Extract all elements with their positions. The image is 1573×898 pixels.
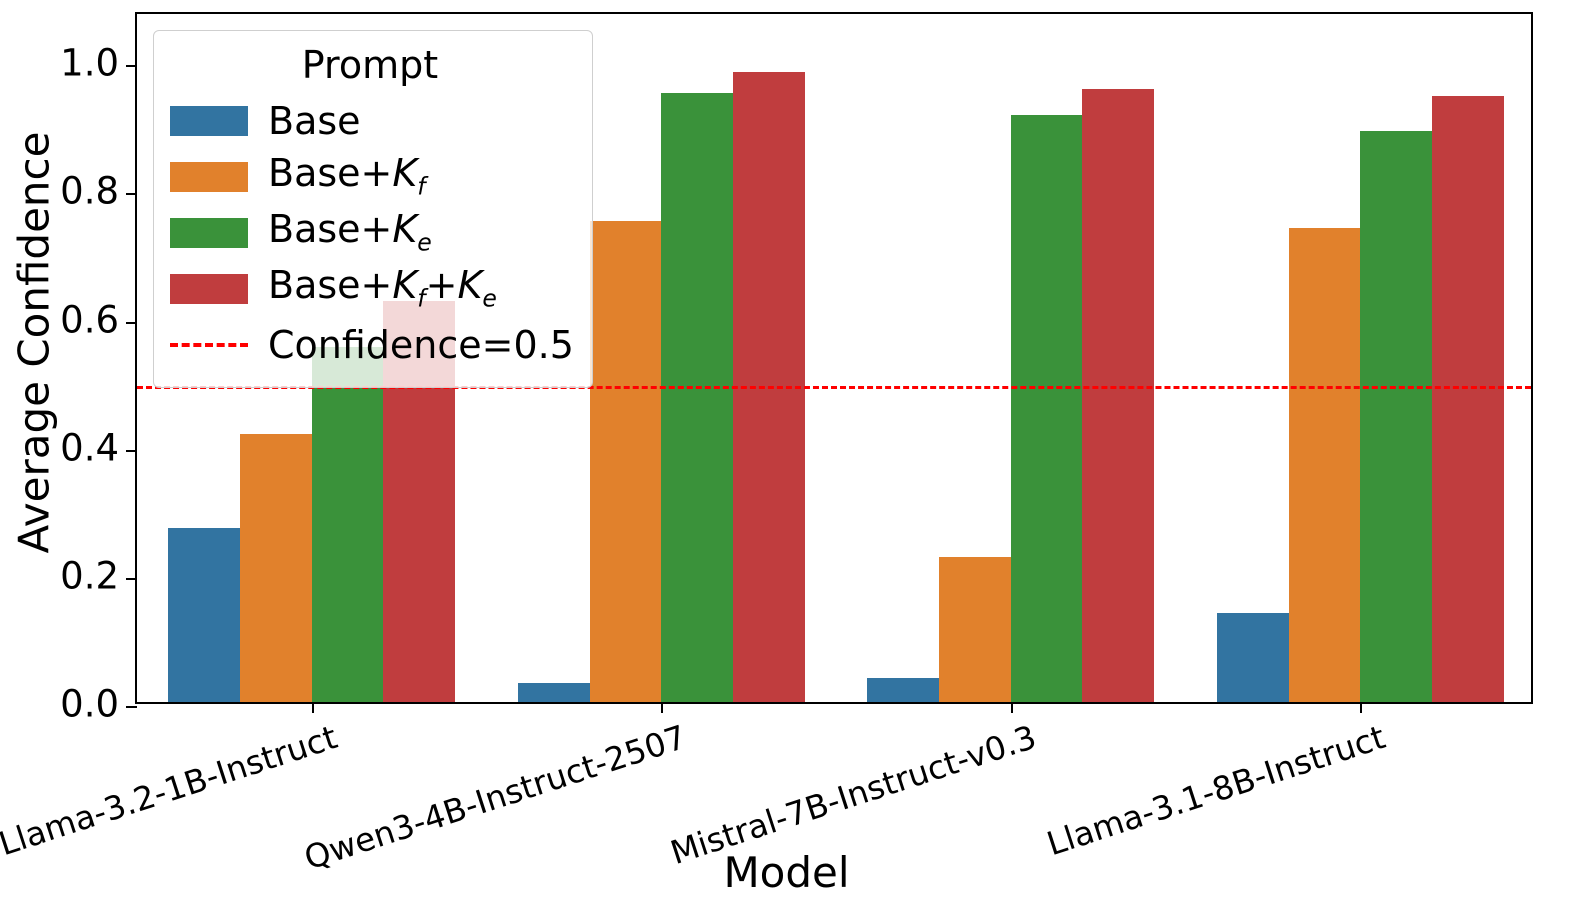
y-tick-mark xyxy=(126,706,137,708)
bar xyxy=(589,221,662,702)
legend-item-label: Base+Kf+Ke xyxy=(268,263,497,314)
x-tick-mark xyxy=(311,702,314,713)
x-tick-mark xyxy=(661,702,664,713)
legend-item-label: Base+Kf xyxy=(268,151,426,202)
bar xyxy=(661,92,733,702)
y-tick-label: 0.2 xyxy=(60,554,119,598)
y-axis-tick-labels: 0.0 0.2 0.4 0.6 0.8 1.0 xyxy=(0,0,135,723)
bar-group xyxy=(1186,14,1532,702)
bars-layer xyxy=(137,14,1531,702)
legend: Prompt Base Base+Kf Base+Ke Base+Kf+Ke Confi… xyxy=(153,30,593,388)
legend-item[interactable]: Confidence=0.5 xyxy=(170,317,574,373)
legend-title: Prompt xyxy=(301,43,439,87)
y-tick-label: 0.8 xyxy=(60,169,119,213)
bar xyxy=(1216,612,1289,702)
bar xyxy=(168,527,241,702)
y-tick-label: 0.4 xyxy=(60,426,119,470)
legend-color-swatch-icon xyxy=(170,274,248,304)
x-axis-title: Model xyxy=(723,848,850,897)
bar-group xyxy=(137,14,487,702)
legend-item-label: Confidence=0.5 xyxy=(268,323,574,367)
legend-dashed-line-icon xyxy=(170,343,248,347)
y-axis-title: Average Confidence xyxy=(9,131,59,554)
y-tick-mark xyxy=(126,193,137,196)
legend-item-label: Base+Ke xyxy=(268,207,432,258)
y-tick-label: 1.0 xyxy=(60,41,119,85)
y-tick-mark xyxy=(126,321,137,324)
bar xyxy=(1010,115,1083,702)
bar xyxy=(311,347,384,702)
x-tick-mark xyxy=(1010,702,1013,713)
legend-item[interactable]: Base+Kf+Ke xyxy=(170,261,574,317)
bar xyxy=(939,557,1011,702)
confidence-threshold-line xyxy=(137,385,1531,389)
bar-group xyxy=(836,14,1186,702)
y-tick-label: 0.6 xyxy=(60,298,119,342)
legend-item-label: Base xyxy=(268,99,361,143)
legend-color-swatch-icon xyxy=(170,218,248,248)
bar xyxy=(1431,95,1504,702)
x-tick-mark xyxy=(1360,702,1363,713)
legend-color-swatch-icon xyxy=(170,162,248,192)
legend-item[interactable]: Base+Kf xyxy=(170,149,574,205)
y-tick-mark xyxy=(126,577,137,580)
plot-area: Prompt Base Base+Kf Base+Ke Base+Kf+Ke Confi… xyxy=(126,12,1533,713)
bar xyxy=(240,434,312,702)
legend-item[interactable]: Base xyxy=(170,93,574,149)
bar xyxy=(1360,131,1432,702)
y-tick-label: 0.0 xyxy=(60,682,119,726)
legend-color-swatch-icon xyxy=(170,106,248,136)
legend-item[interactable]: Base+Ke xyxy=(170,205,574,261)
y-tick-mark xyxy=(126,65,137,68)
bar xyxy=(1288,227,1361,702)
legend-rows: Base Base+Kf Base+Ke Base+Kf+Ke Confidence=0… xyxy=(170,93,574,373)
bar xyxy=(1082,88,1155,702)
y-tick-mark xyxy=(126,449,137,452)
bar xyxy=(867,678,940,702)
bar xyxy=(517,683,590,702)
